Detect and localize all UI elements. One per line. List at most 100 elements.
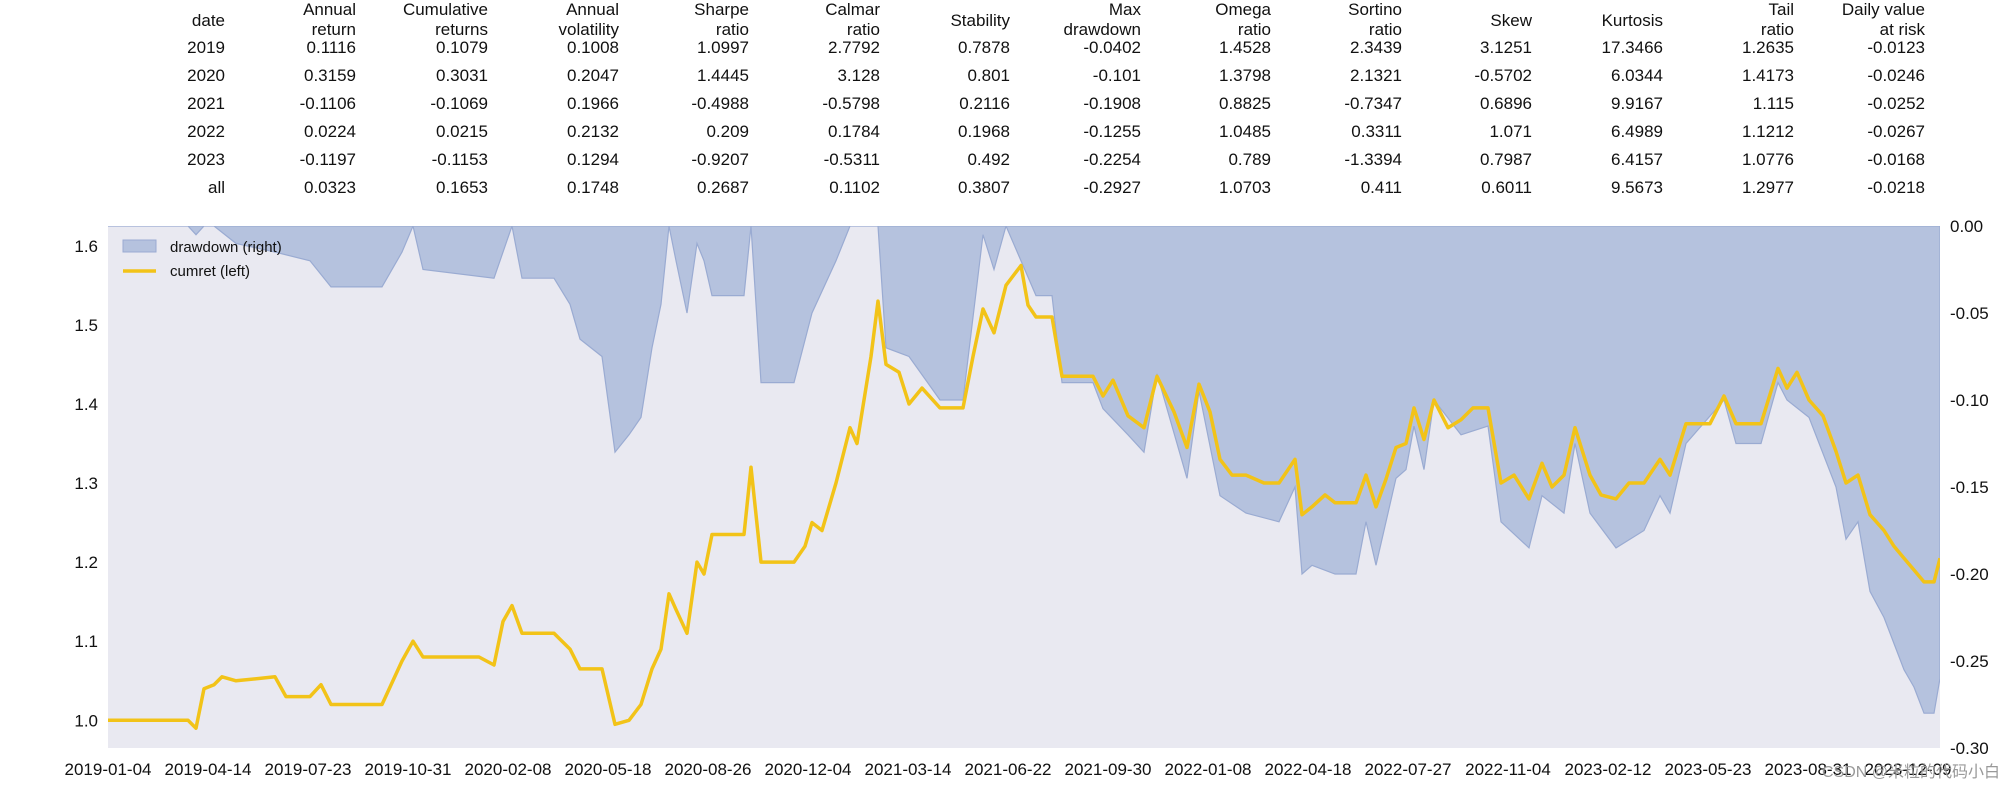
x-tick-label: 2020-02-08 xyxy=(465,760,552,779)
table-cell: 0.6011 xyxy=(1481,178,1532,197)
left-y-tick-label: 1.1 xyxy=(74,632,98,651)
table-column-header-line: Annual xyxy=(566,0,619,19)
x-tick-label: 2022-04-18 xyxy=(1265,760,1352,779)
x-tick-label: 2021-03-14 xyxy=(865,760,952,779)
table-cell: 0.0323 xyxy=(304,178,356,197)
x-axis-ticks: 2019-01-04 2019-04-14 2019-07-23 2019-10-31… xyxy=(65,760,1952,779)
table-row: 2020 0.3159 0.3031 0.2047 1.4445 3.128 0.801 -0… xyxy=(187,66,1925,85)
table-cell: -0.0267 xyxy=(1867,122,1925,141)
table-cell: 0.801 xyxy=(967,66,1010,85)
table-row: all 0.0323 0.1653 0.1748 0.2687 0.1102 0.3807 -… xyxy=(208,178,1925,197)
table-cell: 2.1321 xyxy=(1350,66,1402,85)
table-cell: -0.1255 xyxy=(1083,122,1141,141)
table-cell: -0.5311 xyxy=(824,150,880,169)
table-column-header-line: ratio xyxy=(1369,20,1402,39)
table-cell: -0.1106 xyxy=(300,94,356,113)
table-cell: 0.1653 xyxy=(436,178,488,197)
table-cell: -0.1197 xyxy=(300,150,356,169)
table-column-header-line: return xyxy=(312,20,356,39)
table-cell: 0.1748 xyxy=(567,178,619,197)
x-tick-label: 2022-07-27 xyxy=(1365,760,1452,779)
table-column-header-line: Tail xyxy=(1768,0,1794,19)
table-cell: 0.0215 xyxy=(436,122,488,141)
table-cell: -0.1153 xyxy=(432,150,488,169)
right-y-tick-label: -0.20 xyxy=(1950,565,1989,584)
table-column-header-line: Daily value xyxy=(1842,0,1925,19)
table-cell: -0.7347 xyxy=(1344,94,1402,113)
table-cell: 1.0703 xyxy=(1219,178,1271,197)
table-cell: 1.2635 xyxy=(1742,38,1794,57)
table-cell: 1.3798 xyxy=(1219,66,1271,85)
table-cell: -0.1908 xyxy=(1083,94,1141,113)
watermark: CSDN @米粒的代码小白 xyxy=(1822,763,2000,781)
table-column-header-line: Sortino xyxy=(1348,0,1402,19)
table-cell: -0.0246 xyxy=(1867,66,1925,85)
table-cell: 9.9167 xyxy=(1611,94,1663,113)
table-cell: 0.7878 xyxy=(958,38,1010,57)
table-column-header: Kurtosis xyxy=(1602,11,1663,30)
table-cell: 3.128 xyxy=(837,66,880,85)
table-cell: 0.3311 xyxy=(1351,122,1402,141)
x-tick-label: 2019-01-04 xyxy=(65,760,152,779)
left-y-tick-label: 1.3 xyxy=(74,474,98,493)
legend-drawdown-label: drawdown (right) xyxy=(170,239,282,256)
drawdown-area xyxy=(108,226,1940,714)
x-tick-label: 2023-12-09 xyxy=(1865,760,1952,779)
table-cell: 0.1968 xyxy=(958,122,1010,141)
table-cell: -0.5798 xyxy=(822,94,880,113)
table-column-header-line: Calmar xyxy=(825,0,880,19)
table-column-header-line: returns xyxy=(435,20,488,39)
table-row-label: 2019 xyxy=(187,38,225,57)
table-cell: 0.1008 xyxy=(567,38,619,57)
table-column-header-line: ratio xyxy=(847,20,880,39)
table-column-header-line: Kurtosis xyxy=(1602,11,1663,30)
table-cell: -0.0252 xyxy=(1867,94,1925,113)
table-cell: 17.3466 xyxy=(1602,38,1663,57)
x-tick-label: 2020-08-26 xyxy=(665,760,752,779)
table-cell: -0.1069 xyxy=(430,94,488,113)
table-cell: -0.0168 xyxy=(1867,150,1925,169)
table-column-header-line: at risk xyxy=(1880,20,1926,39)
table-cell: 0.209 xyxy=(706,122,749,141)
table-cell: 0.3807 xyxy=(958,178,1010,197)
table-row-label: 2023 xyxy=(187,150,225,169)
table-cell: 0.1116 xyxy=(307,38,356,57)
table-column-header-line: Stability xyxy=(950,11,1010,30)
table-cell: 1.2977 xyxy=(1742,178,1794,197)
table-cell: -0.4988 xyxy=(691,94,749,113)
table-row-label: all xyxy=(208,178,225,197)
left-y-tick-label: 1.0 xyxy=(74,711,98,730)
table-cell: 0.3159 xyxy=(304,66,356,85)
table-cell: 3.1251 xyxy=(1480,38,1532,57)
table-cell: 0.492 xyxy=(967,150,1010,169)
table-cell: -0.0402 xyxy=(1083,38,1141,57)
right-y-tick-label: -0.05 xyxy=(1950,304,1989,323)
table-cell: 0.789 xyxy=(1228,150,1271,169)
left-y-tick-label: 1.2 xyxy=(74,553,98,572)
table-row: 2022 0.0224 0.0215 0.2132 0.209 0.1784 0.1968 -… xyxy=(187,122,1925,141)
table-cell: -0.9207 xyxy=(691,150,749,169)
table-cell: 0.7987 xyxy=(1480,150,1532,169)
table-row: 2023 -0.1197 -0.1153 0.1294 -0.9207 -0.5311 0.… xyxy=(187,150,1925,169)
table-column-header-line: ratio xyxy=(1761,20,1794,39)
table-column-header: Stability xyxy=(950,11,1010,30)
table-cell: 9.5673 xyxy=(1611,178,1663,197)
table-cell: 0.1079 xyxy=(436,38,488,57)
table-cell: 1.4445 xyxy=(697,66,749,85)
table-cell: -0.101 xyxy=(1093,66,1141,85)
table-row: 2021 -0.1106 -0.1069 0.1966 -0.4988 -0.5798 0.… xyxy=(187,94,1925,113)
table-cell: 0.2132 xyxy=(567,122,619,141)
table-cell: 1.0485 xyxy=(1219,122,1271,141)
x-tick-label: 2019-04-14 xyxy=(165,760,252,779)
table-cell: 0.411 xyxy=(1361,178,1402,197)
legend-cumret-label: cumret (left) xyxy=(170,263,250,280)
table-cell: -0.2927 xyxy=(1083,178,1141,197)
table-column-header-line: Max xyxy=(1109,0,1142,19)
x-tick-label: 2021-06-22 xyxy=(965,760,1052,779)
